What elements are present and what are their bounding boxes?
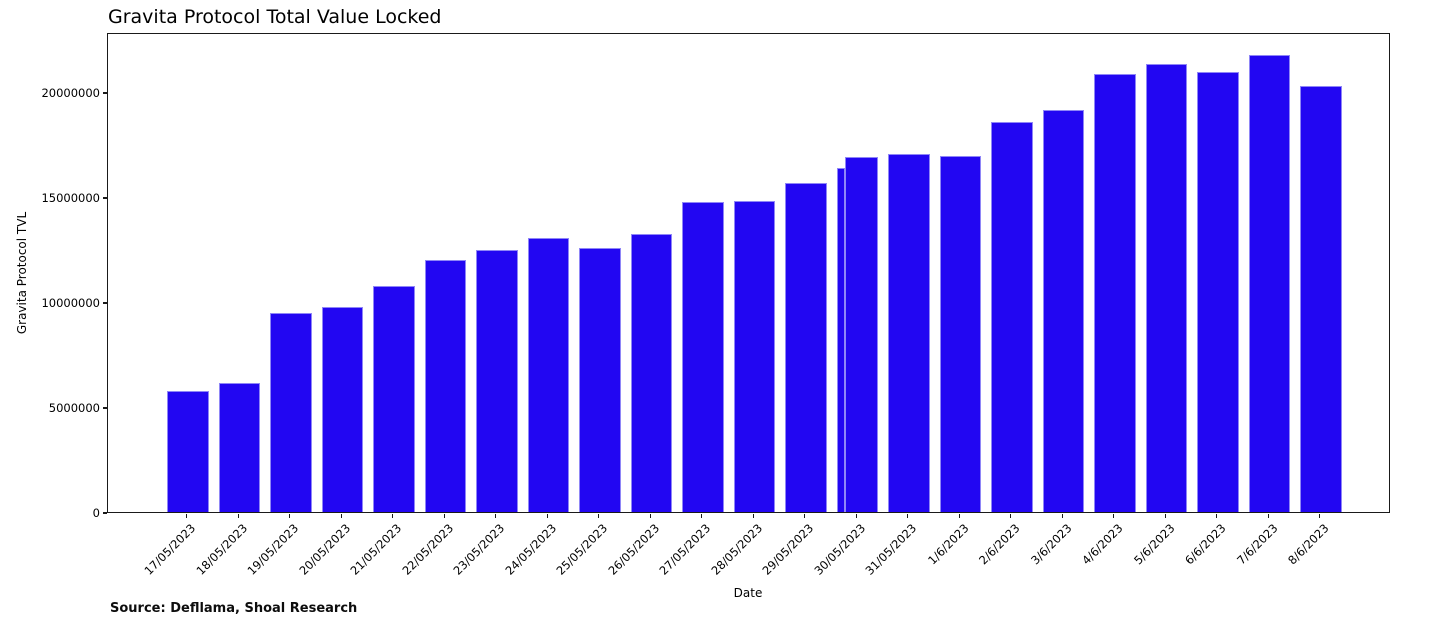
y-tick-mark [103,302,107,304]
bar [1248,55,1290,512]
x-tick-label: 19/05/2023 [244,521,302,578]
bar [1197,72,1239,512]
bar [836,168,845,512]
x-tick-mark [958,514,960,518]
x-tick-label: 8/6/2023 [1285,521,1332,568]
x-tick-label: 17/05/2023 [141,521,199,578]
x-tick-label: 18/05/2023 [193,521,251,578]
bar [682,201,724,512]
bar [476,249,518,512]
y-axis-label: Gravita Protocol TVL [15,211,29,335]
x-tick-mark [804,514,806,518]
bar [373,286,415,512]
x-tick-mark [392,514,394,518]
x-tick-label: 28/05/2023 [708,521,766,578]
x-tick-mark [1216,514,1218,518]
x-tick-label: 4/6/2023 [1079,521,1126,568]
x-tick-label: 24/05/2023 [502,521,560,578]
x-tick-mark [701,514,703,518]
bar [579,247,621,512]
x-tick-mark [340,514,342,518]
x-tick-label: 7/6/2023 [1233,521,1281,568]
x-tick-label: 25/05/2023 [553,521,611,578]
bar [321,306,363,512]
x-tick-mark [495,514,497,518]
x-tick-label: 30/05/2023 [811,521,869,578]
x-tick-label: 5/6/2023 [1130,521,1178,568]
x-axis-label: Date [733,586,763,600]
x-tick-label: 23/05/2023 [450,521,508,578]
y-tick-label: 5000000 [48,400,100,415]
bar [527,237,569,512]
y-tick-label: 10000000 [41,295,100,310]
source-caption: Source: Defllama, Shoal Research [110,601,358,616]
bar [270,312,312,512]
x-tick-mark [598,514,600,518]
x-tick-mark [186,514,188,518]
x-tick-mark [237,514,239,518]
bar [888,154,930,512]
x-tick-label: 3/6/2023 [1027,521,1075,568]
bar [167,391,209,512]
bar [733,200,775,512]
bar [785,182,827,512]
bar [424,260,466,512]
x-tick-mark [907,514,909,518]
x-tick-label: 21/05/2023 [347,521,405,578]
bar [1145,63,1187,512]
bar [1094,74,1136,512]
bar [844,157,878,512]
x-tick-mark [443,514,445,518]
x-tick-mark [1164,514,1166,518]
x-tick-mark [546,514,548,518]
x-tick-label: 2/6/2023 [976,521,1023,568]
x-tick-mark [1319,514,1321,518]
x-tick-mark [1113,514,1115,518]
x-tick-label: 29/05/2023 [759,521,817,578]
plot-area [107,33,1390,513]
x-tick-label: 22/05/2023 [399,521,457,578]
y-tick-mark [103,197,107,199]
x-tick-label: 31/05/2023 [862,521,920,578]
y-tick-label: 0 [92,505,100,520]
bar [1300,85,1342,512]
bar [630,234,672,512]
x-tick-mark [649,514,651,518]
x-tick-label: 1/6/2023 [924,521,972,568]
y-tick-label: 20000000 [41,85,100,100]
x-tick-label: 26/05/2023 [605,521,663,578]
bar [218,383,260,512]
x-tick-label: 27/05/2023 [656,521,714,578]
x-tick-mark [289,514,291,518]
y-tick-mark [103,92,107,94]
x-tick-label: 20/05/2023 [296,521,354,578]
chart-title: Gravita Protocol Total Value Locked [108,6,442,28]
y-tick-label: 15000000 [41,190,100,205]
x-tick-mark [1267,514,1269,518]
bar [991,121,1033,512]
x-tick-mark [1010,514,1012,518]
x-tick-mark [855,514,857,518]
bar [939,156,981,512]
x-tick-label: 6/6/2023 [1182,521,1229,568]
y-tick-mark [103,512,107,514]
x-tick-mark [752,514,754,518]
bar [1042,109,1084,512]
y-tick-mark [103,407,107,409]
x-tick-mark [1061,514,1063,518]
